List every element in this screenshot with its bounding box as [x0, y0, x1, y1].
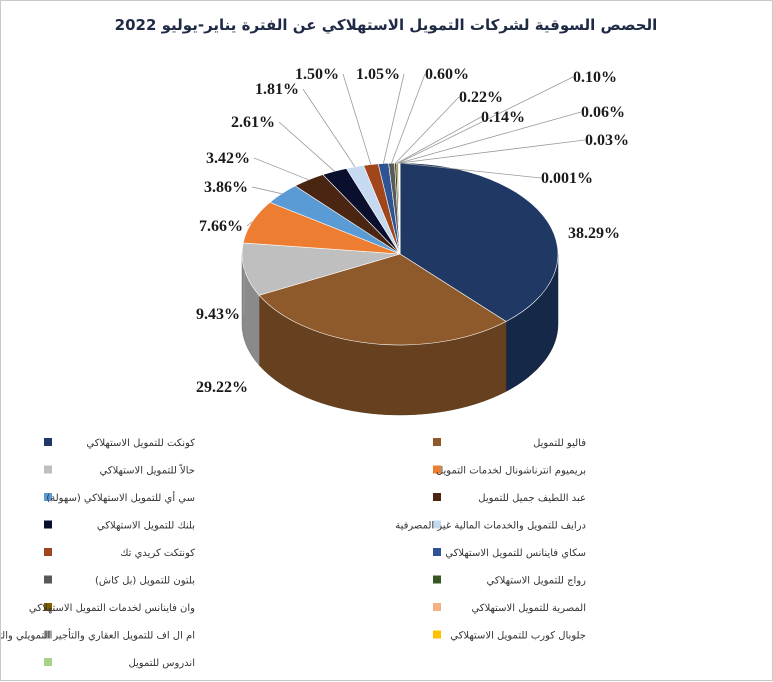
legend-swatch-9	[44, 548, 52, 556]
data-label-14: 0.10%	[573, 69, 617, 86]
leader-line-16	[400, 140, 585, 163]
data-label-6: 3.42%	[206, 150, 250, 167]
legend-label-2: فاليو للتمويل	[533, 438, 586, 449]
data-label-3: 9.43%	[196, 306, 240, 323]
legend-swatch-10	[433, 548, 441, 556]
legend-label-17: اندروس للتمويل	[128, 658, 195, 669]
legend-swatch-16	[433, 631, 441, 639]
leader-line-10	[383, 74, 404, 164]
data-label-17: 0.001%	[541, 170, 593, 187]
data-label-4: 7.66%	[199, 218, 243, 235]
leader-line-5	[252, 187, 282, 194]
legend-label-13: وان فاينانس لخدمات التمويل الاستهلاكي	[29, 603, 195, 614]
legend-swatch-1	[44, 438, 52, 446]
data-label-1: 38.29%	[568, 225, 620, 242]
data-label-12: 0.22%	[459, 89, 503, 106]
legend-label-11: بلتون للتمويل (بل كاش)	[95, 576, 195, 587]
legend-label-14: المصرية للتمويل الاستهلاكي	[471, 603, 586, 614]
data-label-10: 1.05%	[356, 66, 400, 83]
data-label-7: 2.61%	[231, 114, 275, 131]
legend-swatch-3	[44, 466, 52, 474]
data-label-5: 3.86%	[204, 179, 248, 196]
data-label-11: 0.60%	[425, 66, 469, 83]
legend-swatch-12	[433, 576, 441, 584]
legend-label-10: سكاي فاينانس للتمويل الاستهلاكي	[445, 548, 586, 559]
data-label-13: 0.14%	[481, 109, 525, 126]
legend-label-1: كونكت للتمويل الاستهلاكي	[86, 438, 195, 449]
data-label-8: 1.81%	[255, 81, 299, 98]
leader-line-6	[254, 158, 308, 180]
legend-label-16: جلوبال كورب للتمويل الاستهلاكي	[450, 631, 586, 642]
leader-line-13	[397, 117, 481, 163]
legend-swatch-6	[433, 493, 441, 501]
leader-line-7	[279, 122, 334, 171]
legend-swatch-17	[44, 658, 52, 666]
legend-label-15: ام ال اف للتمويل العقاري والتأجير التموي…	[1, 628, 195, 642]
legend-label-5: سي أي للتمويل الاستهلاكي (سهولة)	[46, 491, 195, 504]
legend-label-6: عبد اللطيف جميل للتمويل	[478, 493, 586, 504]
leader-line-9	[343, 74, 371, 165]
leader-line-12	[396, 97, 459, 163]
legend-label-7: بلنك للتمويل الاستهلاكي	[97, 521, 195, 532]
legend-swatch-14	[433, 603, 441, 611]
legend-swatch-11	[44, 576, 52, 584]
legend-label-4: بريميوم انترناشونال لخدمات التمويل	[436, 466, 586, 477]
legend-swatch-2	[433, 438, 441, 446]
legend-swatch-7	[44, 521, 52, 529]
legend-label-9: كونتكت كريدي تك	[120, 548, 195, 559]
leader-line-8	[303, 89, 355, 167]
data-label-2: 29.22%	[196, 379, 248, 396]
legend-label-3: حالاً للتمويل الاستهلاكي	[99, 463, 195, 476]
data-label-16: 0.03%	[585, 132, 629, 149]
legend-label-8: درايف للتمويل والخدمات المالية غير المصر…	[395, 521, 586, 532]
data-label-15: 0.06%	[581, 104, 625, 121]
data-label-9: 1.50%	[295, 66, 339, 83]
legend: كونكت للتمويل الاستهلاكي فاليو للتمويل حال…	[1, 438, 586, 669]
legend-label-12: رواج للتمويل الاستهلاكي	[487, 576, 587, 587]
pie-slices	[242, 163, 558, 345]
chart-title: الحصص السوقية لشركات التمويل الاستهلاكي …	[115, 16, 658, 34]
